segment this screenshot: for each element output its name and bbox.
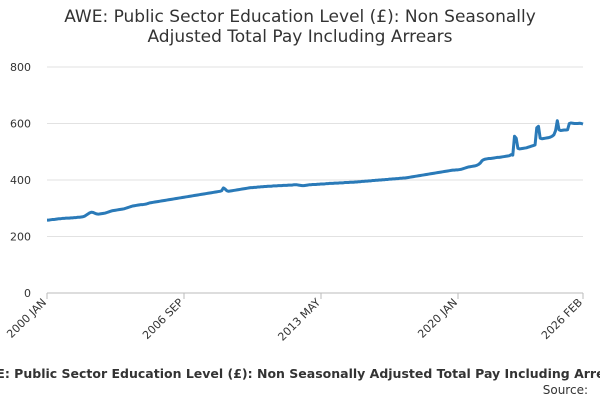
data-line	[47, 119, 584, 222]
y-tick-label: 600	[10, 118, 31, 131]
y-tick-label: 800	[10, 61, 31, 74]
y-tick-label: 200	[10, 231, 31, 244]
x-tick-label: 2013 MAY	[275, 296, 323, 344]
title-line: Adjusted Total Pay Including Arrears	[147, 27, 452, 47]
x-tick-label: 2026 FEB	[539, 296, 585, 342]
y-tick-label: 400	[10, 174, 31, 187]
y-tick-label: 0	[24, 287, 31, 300]
footer-title: AWE: Public Sector Education Level (£): …	[0, 366, 600, 381]
title-line: AWE: Public Sector Education Level (£): …	[64, 7, 536, 27]
x-tick-label: 2020 JAN	[415, 296, 460, 341]
x-tick-label: 2006 SEP	[140, 296, 186, 342]
x-tick-label: 2000 JAN	[4, 296, 49, 341]
source: Source:	[543, 383, 588, 397]
chart-title: AWE: Public Sector Education Level (£): …	[64, 7, 536, 47]
